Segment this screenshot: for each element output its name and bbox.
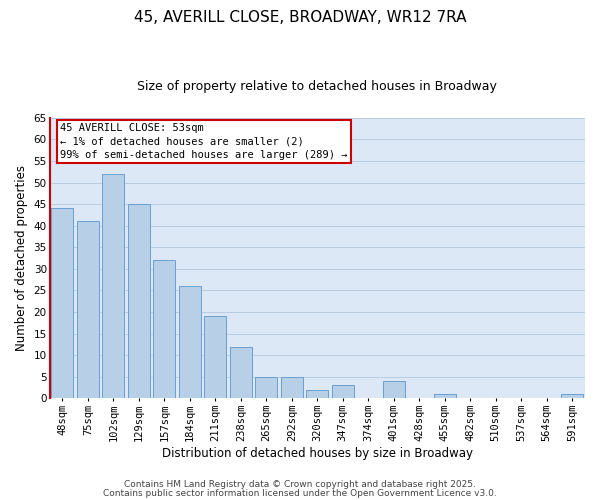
Bar (205, 316, 226, 398)
Bar (434, 394, 455, 398)
Bar (281, 377, 302, 398)
Title: Size of property relative to detached houses in Broadway: Size of property relative to detached ho… (137, 80, 497, 93)
Bar (307, 390, 328, 398)
Bar (52, 208, 73, 398)
Bar (103, 174, 124, 398)
Bar (179, 286, 200, 399)
Text: Contains public sector information licensed under the Open Government Licence v3: Contains public sector information licen… (103, 490, 497, 498)
Text: Contains HM Land Registry data © Crown copyright and database right 2025.: Contains HM Land Registry data © Crown c… (124, 480, 476, 489)
Bar (256, 377, 277, 398)
Bar (230, 346, 251, 399)
Bar (383, 381, 404, 398)
Bar (332, 386, 353, 398)
X-axis label: Distribution of detached houses by size in Broadway: Distribution of detached houses by size … (162, 447, 473, 460)
Bar (154, 260, 175, 398)
Bar (562, 394, 583, 398)
Text: 45 AVERILL CLOSE: 53sqm
← 1% of detached houses are smaller (2)
99% of semi-deta: 45 AVERILL CLOSE: 53sqm ← 1% of detached… (60, 124, 348, 160)
Y-axis label: Number of detached properties: Number of detached properties (15, 165, 28, 351)
Text: 45, AVERILL CLOSE, BROADWAY, WR12 7RA: 45, AVERILL CLOSE, BROADWAY, WR12 7RA (134, 10, 466, 25)
Bar (77, 222, 98, 398)
Bar (128, 204, 149, 398)
